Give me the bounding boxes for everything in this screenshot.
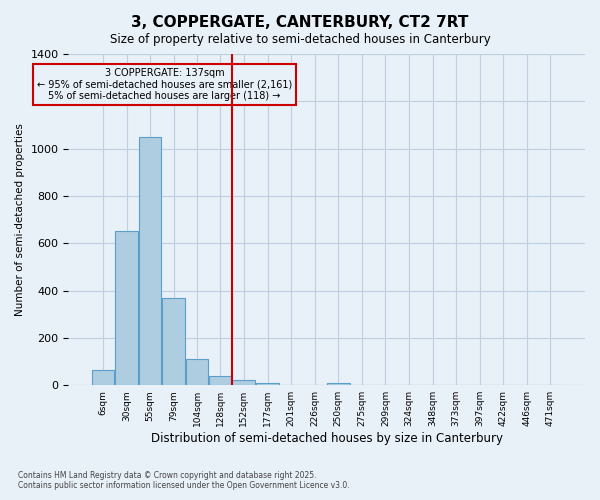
Y-axis label: Number of semi-detached properties: Number of semi-detached properties (15, 123, 25, 316)
Bar (256, 383, 278, 385)
Bar (209, 376, 232, 385)
Text: 3, COPPERGATE, CANTERBURY, CT2 7RT: 3, COPPERGATE, CANTERBURY, CT2 7RT (131, 15, 469, 30)
Text: Contains HM Land Registry data © Crown copyright and database right 2025.
Contai: Contains HM Land Registry data © Crown c… (18, 470, 350, 490)
Bar (232, 380, 256, 385)
X-axis label: Distribution of semi-detached houses by size in Canterbury: Distribution of semi-detached houses by … (151, 432, 503, 445)
Bar (92, 370, 114, 385)
Bar (327, 383, 350, 385)
Bar (162, 298, 185, 385)
Bar (115, 232, 138, 385)
Bar (186, 359, 208, 385)
Bar (139, 137, 161, 385)
Text: 3 COPPERGATE: 137sqm
← 95% of semi-detached houses are smaller (2,161)
5% of sem: 3 COPPERGATE: 137sqm ← 95% of semi-detac… (37, 68, 292, 102)
Text: Size of property relative to semi-detached houses in Canterbury: Size of property relative to semi-detach… (110, 32, 490, 46)
